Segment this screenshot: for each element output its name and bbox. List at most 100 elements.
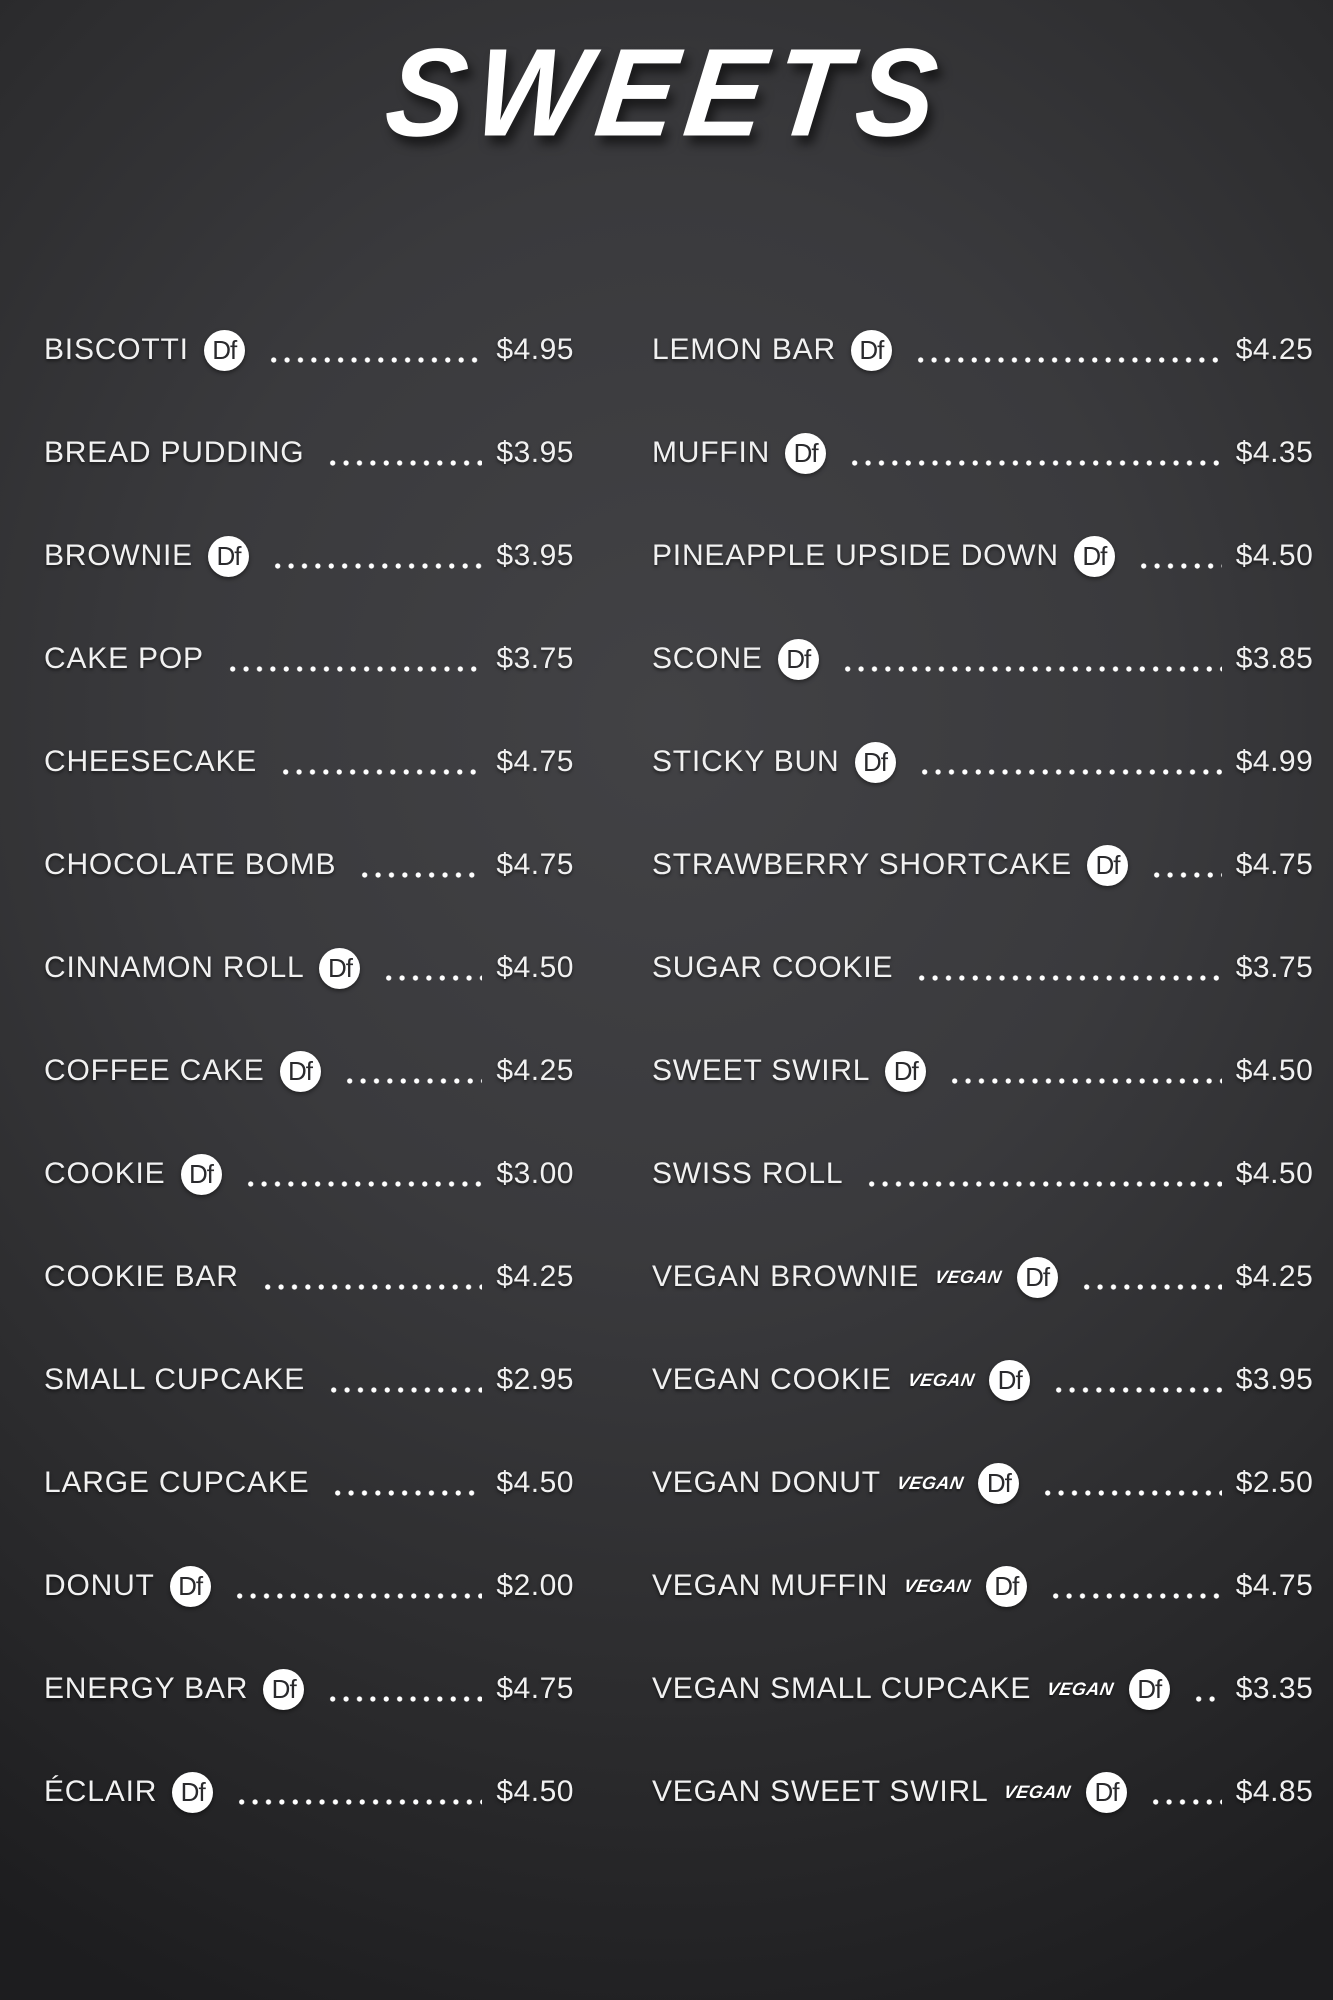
item-price: $4.95 bbox=[496, 333, 574, 366]
dotted-leader bbox=[326, 457, 483, 469]
dairy-free-badge: Df bbox=[1085, 1771, 1127, 1813]
menu-item-row: VEGAN BROWNIE VEGAN Df $4.25 bbox=[652, 1254, 1313, 1300]
item-name: VEGAN SWEET SWIRL bbox=[652, 1775, 989, 1808]
menu-item-row: MUFFIN Df $4.35 bbox=[652, 430, 1313, 476]
menu-item-row: LARGE CUPCAKE $4.50 bbox=[44, 1460, 574, 1506]
menu-item-row: CHOCOLATE BOMB $4.75 bbox=[44, 842, 574, 888]
menu-item-row: COOKIE Df $3.00 bbox=[44, 1151, 574, 1197]
dotted-leader bbox=[266, 354, 483, 366]
vegan-tag: VEGAN bbox=[933, 1266, 1004, 1287]
dotted-leader bbox=[1148, 1796, 1222, 1808]
menu-item-row: SMALL CUPCAKE $2.95 bbox=[44, 1357, 574, 1403]
dotted-leader bbox=[848, 457, 1222, 469]
dotted-leader bbox=[840, 663, 1222, 675]
menu-item-row: BREAD PUDDING $3.95 bbox=[44, 430, 574, 476]
item-name: CAKE POP bbox=[44, 642, 204, 675]
item-name: CINNAMON ROLL bbox=[44, 951, 305, 984]
dotted-leader bbox=[270, 560, 483, 572]
menu-item-row: PINEAPPLE UPSIDE DOWN Df $4.50 bbox=[652, 533, 1313, 579]
item-price: $4.35 bbox=[1235, 436, 1314, 469]
item-name: VEGAN SMALL CUPCAKE bbox=[652, 1672, 1032, 1705]
dotted-leader bbox=[235, 1796, 483, 1808]
item-price: $4.50 bbox=[496, 1775, 574, 1808]
item-price: $4.75 bbox=[496, 848, 574, 881]
dairy-free-badge: Df bbox=[850, 329, 892, 371]
menu-item-row: BROWNIE Df $3.95 bbox=[44, 533, 574, 579]
item-name: VEGAN DONUT bbox=[652, 1466, 881, 1499]
dotted-leader bbox=[913, 354, 1222, 366]
item-name: LEMON BAR bbox=[652, 333, 836, 366]
item-name: COFFEE CAKE bbox=[44, 1054, 265, 1087]
dotted-leader bbox=[327, 1384, 483, 1396]
menu-item-row: VEGAN MUFFIN VEGAN Df $4.75 bbox=[652, 1563, 1313, 1609]
dotted-leader bbox=[243, 1178, 483, 1190]
item-price: $4.25 bbox=[1235, 333, 1314, 366]
item-price: $2.50 bbox=[1235, 1466, 1314, 1499]
item-name: SMALL CUPCAKE bbox=[44, 1363, 306, 1396]
vegan-tag: VEGAN bbox=[905, 1369, 977, 1390]
menu-item-row: VEGAN COOKIE VEGAN Df $3.95 bbox=[652, 1357, 1313, 1403]
dairy-free-badge: Df bbox=[854, 741, 896, 783]
item-name: SWEET SWIRL bbox=[652, 1054, 871, 1087]
dotted-leader bbox=[915, 972, 1222, 984]
dotted-leader bbox=[1052, 1384, 1222, 1396]
item-price: $4.50 bbox=[496, 1466, 574, 1499]
menu-item-row: COFFEE CAKE Df $4.25 bbox=[44, 1048, 574, 1094]
item-name: ÉCLAIR bbox=[44, 1775, 158, 1808]
dairy-free-badge: Df bbox=[207, 535, 249, 577]
menu-item-row: COOKIE BAR $4.25 bbox=[44, 1254, 574, 1300]
dairy-free-badge: Df bbox=[989, 1359, 1031, 1401]
menu-item-row: ÉCLAIR Df $4.50 bbox=[44, 1769, 574, 1815]
menu-item-row: SCONE Df $3.85 bbox=[652, 636, 1313, 682]
vegan-tag: VEGAN bbox=[1002, 1781, 1073, 1802]
item-name: STICKY BUN bbox=[652, 745, 840, 778]
item-price: $4.75 bbox=[496, 1672, 574, 1705]
menu-item-row: STRAWBERRY SHORTCAKE Df $4.75 bbox=[652, 842, 1313, 888]
item-price: $4.25 bbox=[496, 1054, 574, 1087]
item-name: SUGAR COOKIE bbox=[652, 951, 894, 984]
menu-item-row: CAKE POP $3.75 bbox=[44, 636, 574, 682]
item-price: $3.35 bbox=[1235, 1672, 1314, 1705]
vegan-tag: VEGAN bbox=[1045, 1678, 1116, 1699]
dotted-leader bbox=[331, 1487, 483, 1499]
item-name: SCONE bbox=[652, 642, 763, 675]
item-price: $2.95 bbox=[496, 1363, 574, 1396]
dairy-free-badge: Df bbox=[169, 1565, 211, 1607]
item-price: $4.50 bbox=[1235, 539, 1314, 572]
menu-item-row: VEGAN DONUT VEGAN Df $2.50 bbox=[652, 1460, 1313, 1506]
dotted-leader bbox=[865, 1178, 1222, 1190]
item-name: BROWNIE bbox=[44, 539, 193, 572]
dairy-free-badge: Df bbox=[985, 1565, 1027, 1607]
dairy-free-badge: Df bbox=[263, 1668, 305, 1710]
dairy-free-badge: Df bbox=[978, 1462, 1020, 1504]
item-name: ENERGY BAR bbox=[44, 1672, 249, 1705]
item-name: COOKIE BAR bbox=[44, 1260, 239, 1293]
item-price: $4.50 bbox=[1235, 1157, 1314, 1190]
menu-item-row: BISCOTTI Df $4.95 bbox=[44, 327, 574, 373]
item-name: BREAD PUDDING bbox=[44, 436, 305, 469]
item-price: $4.99 bbox=[1235, 745, 1314, 778]
dairy-free-badge: Df bbox=[203, 329, 245, 371]
dairy-free-badge: Df bbox=[1128, 1668, 1170, 1710]
item-price: $4.25 bbox=[1235, 1260, 1314, 1293]
item-price: $4.75 bbox=[1235, 848, 1314, 881]
item-price: $4.85 bbox=[1235, 1775, 1314, 1808]
dotted-leader bbox=[326, 1693, 483, 1705]
dotted-leader bbox=[358, 869, 483, 881]
item-price: $4.75 bbox=[496, 745, 574, 778]
item-name: PINEAPPLE UPSIDE DOWN bbox=[652, 539, 1059, 572]
item-name: LARGE CUPCAKE bbox=[44, 1466, 310, 1499]
dotted-leader bbox=[1149, 869, 1222, 881]
dairy-free-badge: Df bbox=[777, 638, 819, 680]
item-name: VEGAN BROWNIE bbox=[652, 1260, 920, 1293]
item-name: CHOCOLATE BOMB bbox=[44, 848, 337, 881]
page-title: SWEETS bbox=[378, 22, 955, 163]
item-price: $3.95 bbox=[496, 539, 574, 572]
menu-item-row: VEGAN SWEET SWIRL VEGAN Df $4.85 bbox=[652, 1769, 1313, 1815]
item-price: $3.75 bbox=[1235, 951, 1314, 984]
dotted-leader bbox=[342, 1075, 483, 1087]
dairy-free-badge: Df bbox=[1086, 844, 1128, 886]
item-price: $3.75 bbox=[496, 642, 574, 675]
item-price: $2.00 bbox=[496, 1569, 574, 1602]
